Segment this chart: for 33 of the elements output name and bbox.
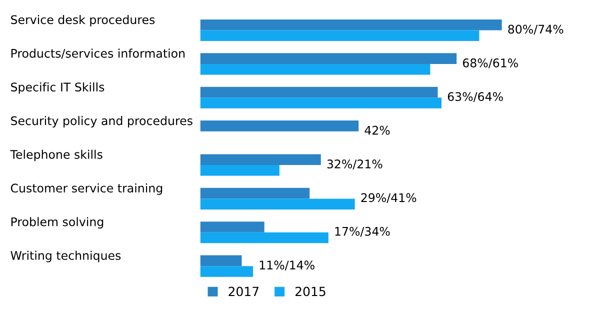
y-tick-label: Problem solving bbox=[11, 217, 104, 229]
bar bbox=[200, 98, 442, 108]
bar bbox=[200, 222, 264, 232]
bar bbox=[200, 266, 254, 277]
y-tick-label: Writing techniques bbox=[10, 250, 121, 262]
legend-label: 2015 bbox=[295, 286, 326, 296]
text: 80%/74% bbox=[508, 24, 564, 35]
text: 68%/61% bbox=[462, 58, 518, 68]
bar bbox=[200, 232, 328, 244]
y-tick-label: Specific IT Skills bbox=[11, 82, 104, 94]
data-label: 42% bbox=[364, 126, 390, 135]
bar bbox=[200, 19, 502, 30]
bar bbox=[200, 198, 355, 210]
y-tick-label: Products/services information bbox=[11, 48, 185, 59]
bar bbox=[200, 53, 457, 64]
bar bbox=[200, 154, 321, 165]
y-tick-label: Security policy and procedures bbox=[11, 116, 192, 128]
text: 17%/34% bbox=[335, 226, 390, 237]
text: 29%/41% bbox=[361, 193, 416, 204]
bar bbox=[200, 30, 480, 42]
y-tick-label: Service desk procedures bbox=[11, 14, 155, 26]
y-tick-label: Customer service training bbox=[10, 183, 162, 195]
text: 11%/14% bbox=[260, 260, 314, 270]
bar bbox=[200, 120, 359, 132]
text: 63%/64% bbox=[448, 92, 503, 102]
bar bbox=[200, 188, 310, 199]
bar bbox=[200, 255, 242, 266]
legend-label: 2017 bbox=[228, 286, 259, 296]
bar bbox=[200, 165, 280, 176]
text: 32%/21% bbox=[327, 160, 382, 170]
bar bbox=[200, 64, 430, 75]
y-tick-label: Telephone skills bbox=[10, 150, 102, 162]
bar bbox=[200, 86, 438, 98]
